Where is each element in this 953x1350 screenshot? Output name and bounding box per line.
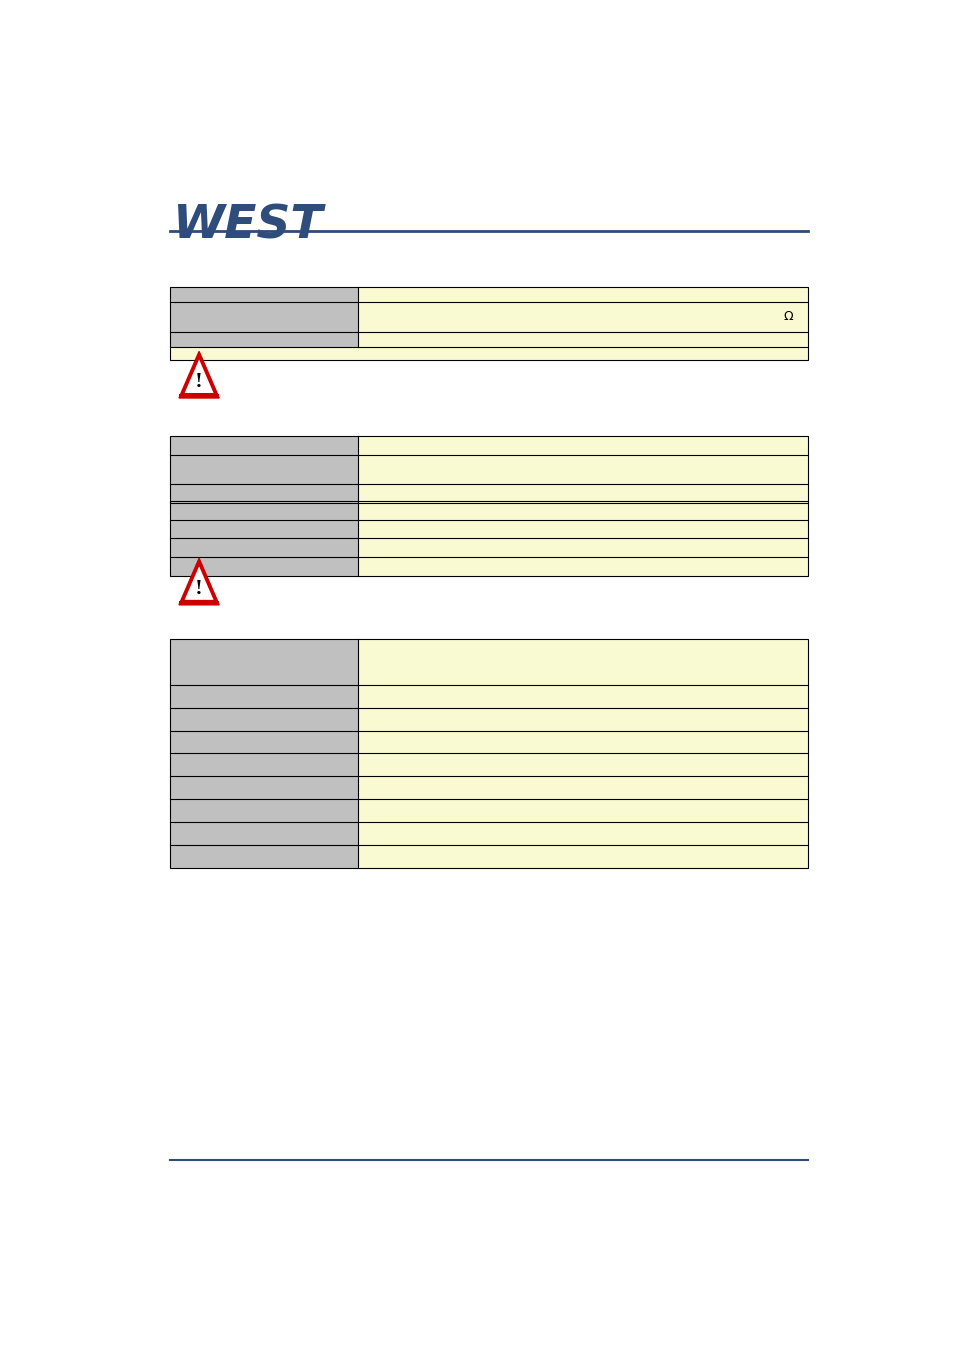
Bar <box>357 707 807 730</box>
Bar <box>170 822 357 845</box>
Bar <box>357 799 807 822</box>
Bar <box>357 684 807 707</box>
Polygon shape <box>179 559 219 605</box>
Bar <box>357 730 807 753</box>
Polygon shape <box>185 566 213 599</box>
Bar <box>170 753 357 776</box>
Bar <box>357 776 807 799</box>
Bar <box>170 436 357 455</box>
Bar <box>170 436 807 504</box>
Bar <box>179 601 219 605</box>
Text: !: ! <box>195 579 203 598</box>
Bar <box>170 707 357 730</box>
Bar <box>357 302 807 332</box>
Bar <box>357 436 807 455</box>
Bar <box>357 539 807 558</box>
Bar <box>170 639 357 684</box>
Bar <box>170 684 357 707</box>
Bar <box>357 332 807 347</box>
Bar <box>170 845 357 868</box>
Bar <box>170 332 357 347</box>
Text: !: ! <box>195 373 203 390</box>
Bar <box>170 730 357 753</box>
Bar <box>357 455 807 485</box>
Polygon shape <box>185 359 213 393</box>
Bar <box>170 501 807 575</box>
Bar <box>357 639 807 684</box>
Bar <box>170 286 357 302</box>
Bar <box>170 520 357 539</box>
Bar <box>357 753 807 776</box>
Bar <box>170 302 357 332</box>
Bar <box>357 520 807 539</box>
Bar <box>170 455 357 485</box>
Bar <box>170 539 357 558</box>
Bar <box>357 558 807 575</box>
Bar <box>170 558 357 575</box>
Bar <box>170 286 807 359</box>
Text: Ω: Ω <box>783 310 793 324</box>
Bar <box>357 845 807 868</box>
Bar <box>357 286 807 302</box>
Bar <box>170 501 357 520</box>
Bar <box>357 485 807 504</box>
Polygon shape <box>179 351 219 398</box>
Bar <box>357 501 807 520</box>
Bar <box>170 776 357 799</box>
Bar <box>357 822 807 845</box>
Bar <box>170 639 807 868</box>
Bar <box>170 347 807 359</box>
Bar <box>170 799 357 822</box>
Text: WEST: WEST <box>172 204 323 248</box>
Bar <box>179 394 219 398</box>
Bar <box>170 485 357 504</box>
